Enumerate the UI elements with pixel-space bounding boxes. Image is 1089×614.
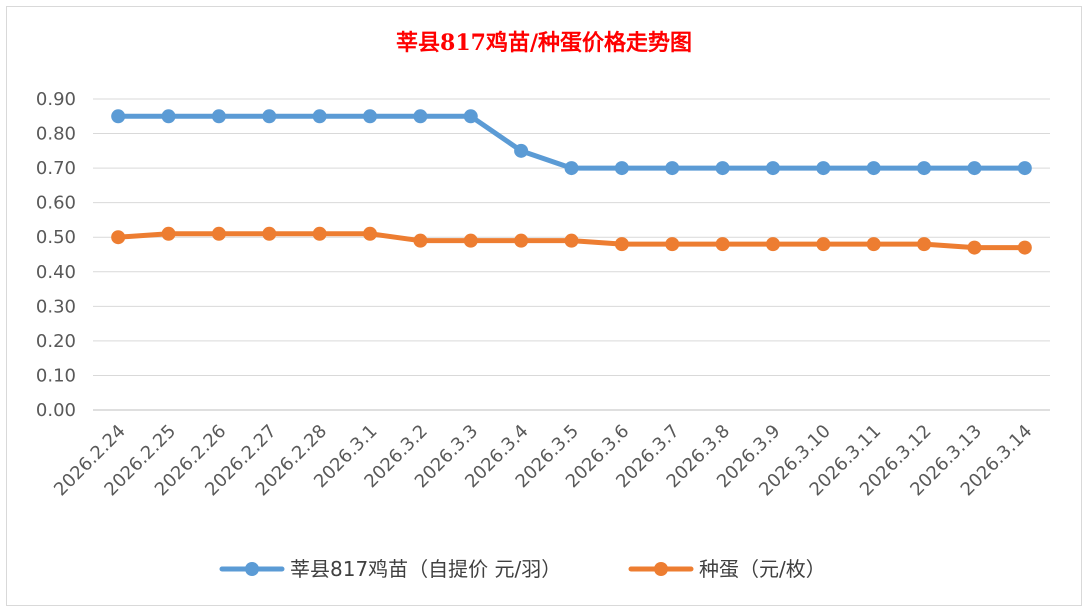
- data-point[interactable]: [312, 109, 327, 124]
- y-tick-label: 0.50: [36, 227, 76, 248]
- y-tick-label: 0.90: [36, 89, 76, 110]
- y-tick-label: 0.40: [36, 262, 76, 283]
- data-point[interactable]: [765, 161, 780, 176]
- data-point[interactable]: [917, 161, 932, 176]
- data-point[interactable]: [363, 109, 378, 124]
- legend-swatch-marker: [654, 562, 668, 576]
- data-point[interactable]: [866, 237, 881, 252]
- data-point[interactable]: [514, 233, 529, 248]
- legend-label: 种蛋（元/枚）: [699, 557, 826, 581]
- data-point[interactable]: [816, 161, 831, 176]
- data-point[interactable]: [967, 240, 982, 255]
- data-point[interactable]: [413, 233, 428, 248]
- data-point[interactable]: [564, 161, 579, 176]
- data-point[interactable]: [1017, 161, 1032, 176]
- chart-title: 莘县817鸡苗/种蛋价格走势图: [396, 30, 692, 56]
- data-point[interactable]: [463, 233, 478, 248]
- y-tick-label: 0.60: [36, 193, 76, 214]
- data-point[interactable]: [413, 109, 428, 124]
- series-1: [111, 226, 1032, 255]
- data-point[interactable]: [665, 237, 680, 252]
- data-point[interactable]: [665, 161, 680, 176]
- data-point[interactable]: [1017, 240, 1032, 255]
- data-point[interactable]: [564, 233, 579, 248]
- data-point[interactable]: [262, 109, 277, 124]
- chart-legend: 莘县817鸡苗（自提价 元/羽） 种蛋（元/枚）: [219, 557, 826, 581]
- data-point[interactable]: [463, 109, 478, 124]
- data-point[interactable]: [262, 226, 277, 241]
- series-0: [111, 109, 1032, 176]
- data-point[interactable]: [715, 161, 730, 176]
- data-point[interactable]: [614, 237, 629, 252]
- data-point[interactable]: [211, 109, 226, 124]
- data-point[interactable]: [765, 237, 780, 252]
- data-point[interactable]: [614, 161, 629, 176]
- y-tick-label: 0.20: [36, 331, 76, 352]
- legend-item[interactable]: 莘县817鸡苗（自提价 元/羽）: [219, 557, 561, 581]
- legend-label: 莘县817鸡苗（自提价 元/羽）: [290, 557, 561, 581]
- data-point[interactable]: [111, 109, 126, 124]
- data-point[interactable]: [211, 226, 226, 241]
- data-point[interactable]: [816, 237, 831, 252]
- data-point[interactable]: [111, 230, 126, 245]
- y-tick-label: 0.00: [36, 400, 76, 421]
- legend-item[interactable]: 种蛋（元/枚）: [628, 557, 826, 581]
- y-tick-label: 0.10: [36, 365, 76, 386]
- data-point[interactable]: [161, 226, 176, 241]
- data-point[interactable]: [917, 237, 932, 252]
- y-tick-label: 0.80: [36, 124, 76, 145]
- data-point[interactable]: [967, 161, 982, 176]
- data-point[interactable]: [866, 161, 881, 176]
- series-line: [115, 113, 1028, 171]
- data-point[interactable]: [514, 143, 529, 158]
- data-point[interactable]: [715, 237, 730, 252]
- y-tick-label: 0.30: [36, 296, 76, 317]
- y-tick-label: 0.70: [36, 158, 76, 179]
- data-point[interactable]: [161, 109, 176, 124]
- data-point[interactable]: [312, 226, 327, 241]
- data-point[interactable]: [363, 226, 378, 241]
- legend-swatch-marker: [245, 562, 259, 576]
